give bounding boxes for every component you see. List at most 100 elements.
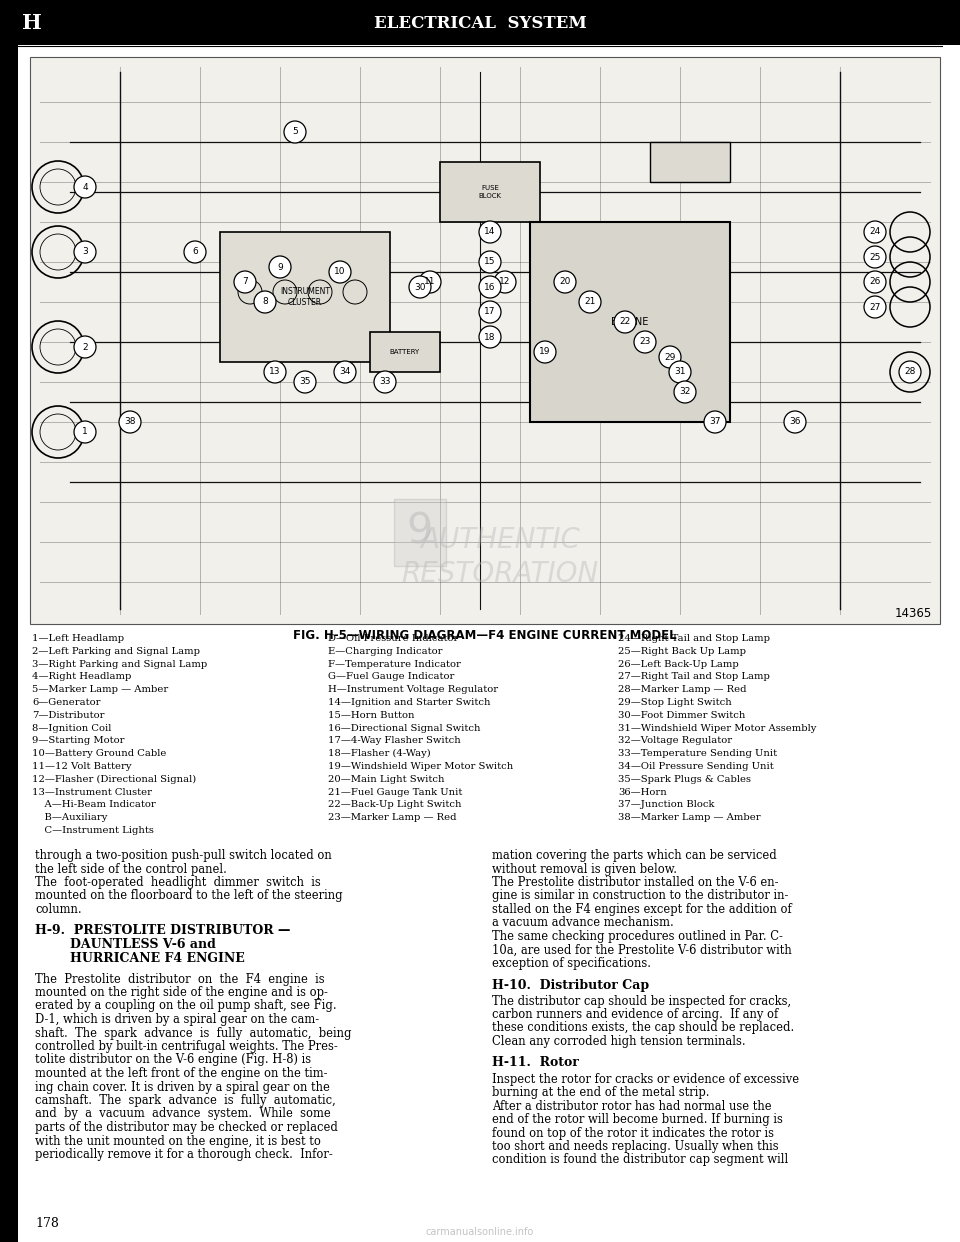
Text: 28: 28 — [904, 368, 916, 376]
Text: Inspect the rotor for cracks or evidence of excessive: Inspect the rotor for cracks or evidence… — [492, 1073, 799, 1086]
Text: 4—Right Headlamp: 4—Right Headlamp — [32, 672, 132, 682]
Text: mounted on the floorboard to the left of the steering: mounted on the floorboard to the left of… — [35, 889, 343, 903]
Text: 7: 7 — [242, 277, 248, 287]
Text: 8—Ignition Coil: 8—Ignition Coil — [32, 724, 111, 733]
Text: 22: 22 — [619, 318, 631, 327]
Text: ENGINE: ENGINE — [612, 317, 649, 327]
Text: 12: 12 — [499, 277, 511, 287]
Text: 17: 17 — [484, 308, 495, 317]
Circle shape — [254, 291, 276, 313]
Text: 14—Ignition and Starter Switch: 14—Ignition and Starter Switch — [328, 698, 491, 707]
Circle shape — [659, 347, 681, 368]
Circle shape — [329, 261, 351, 283]
Bar — [530, 222, 730, 422]
Text: through a two-position push-pull switch located on: through a two-position push-pull switch … — [35, 850, 332, 862]
Text: 26: 26 — [870, 277, 880, 287]
Text: shaft.  The  spark  advance  is  fully  automatic,  being: shaft. The spark advance is fully automa… — [35, 1026, 351, 1040]
Text: BATTERY: BATTERY — [390, 349, 420, 355]
Text: 32: 32 — [680, 388, 690, 396]
Text: 34: 34 — [339, 368, 350, 376]
Text: 16—Directional Signal Switch: 16—Directional Signal Switch — [328, 724, 481, 733]
Text: 32—Voltage Regulator: 32—Voltage Regulator — [618, 737, 732, 745]
Text: B—Auxiliary: B—Auxiliary — [32, 814, 108, 822]
Text: 38—Marker Lamp — Amber: 38—Marker Lamp — Amber — [618, 814, 760, 822]
Circle shape — [374, 371, 396, 392]
Text: 1: 1 — [83, 427, 88, 436]
Text: parts of the distributor may be checked or replaced: parts of the distributor may be checked … — [35, 1122, 338, 1134]
Text: H—Instrument Voltage Regulator: H—Instrument Voltage Regulator — [328, 686, 498, 694]
Text: FIG. H-5—WIRING DIAGRAM—F4 ENGINE CURRENT MODEL: FIG. H-5—WIRING DIAGRAM—F4 ENGINE CURREN… — [293, 628, 677, 642]
Circle shape — [264, 361, 286, 383]
Text: carmanualsonline.info: carmanualsonline.info — [426, 1227, 534, 1237]
Text: 34—Oil Pressure Sending Unit: 34—Oil Pressure Sending Unit — [618, 763, 774, 771]
Text: stalled on the F4 engines except for the addition of: stalled on the F4 engines except for the… — [492, 903, 792, 917]
Text: 22—Back-Up Light Switch: 22—Back-Up Light Switch — [328, 800, 462, 810]
Text: column.: column. — [35, 903, 82, 917]
Circle shape — [479, 251, 501, 273]
Text: 13: 13 — [269, 368, 280, 376]
Text: 9: 9 — [407, 510, 433, 553]
Text: A—Hi-Beam Indicator: A—Hi-Beam Indicator — [32, 800, 156, 810]
Text: 19: 19 — [540, 348, 551, 356]
Text: 14365: 14365 — [895, 607, 932, 620]
Text: 33: 33 — [379, 378, 391, 386]
Text: 9—Starting Motor: 9—Starting Motor — [32, 737, 125, 745]
Text: mation covering the parts which can be serviced: mation covering the parts which can be s… — [492, 850, 777, 862]
Text: 23—Marker Lamp — Red: 23—Marker Lamp — Red — [328, 814, 457, 822]
Text: 178: 178 — [35, 1217, 59, 1230]
Text: 21: 21 — [585, 298, 596, 307]
Text: 29: 29 — [664, 353, 676, 361]
Text: 5: 5 — [292, 128, 298, 137]
Text: 26—Left Back-Up Lamp: 26—Left Back-Up Lamp — [618, 660, 739, 668]
Text: and  by  a  vacuum  advance  system.  While  some: and by a vacuum advance system. While so… — [35, 1108, 331, 1120]
Text: erated by a coupling on the oil pump shaft, see Fig.: erated by a coupling on the oil pump sha… — [35, 1000, 337, 1012]
Circle shape — [479, 276, 501, 298]
Text: periodically remove it for a thorough check.  Infor-: periodically remove it for a thorough ch… — [35, 1148, 333, 1161]
Text: camshaft.  The  spark  advance  is  fully  automatic,: camshaft. The spark advance is fully aut… — [35, 1094, 336, 1107]
Circle shape — [634, 332, 656, 353]
Text: Clean any corroded high tension terminals.: Clean any corroded high tension terminal… — [492, 1035, 746, 1048]
Text: HURRICANE F4 ENGINE: HURRICANE F4 ENGINE — [35, 953, 245, 965]
Text: 3: 3 — [83, 247, 88, 257]
Text: 27—Right Tail and Stop Lamp: 27—Right Tail and Stop Lamp — [618, 672, 770, 682]
Bar — [0, 45, 18, 1242]
Text: D-1, which is driven by a spiral gear on the cam-: D-1, which is driven by a spiral gear on… — [35, 1013, 319, 1026]
Text: these conditions exists, the cap should be replaced.: these conditions exists, the cap should … — [492, 1021, 794, 1035]
Circle shape — [74, 421, 96, 443]
Text: After a distributor rotor has had normal use the: After a distributor rotor has had normal… — [492, 1099, 772, 1113]
Text: 37: 37 — [709, 417, 721, 426]
Circle shape — [534, 342, 556, 363]
Text: tolite distributor on the V-6 engine (Fig. H-8) is: tolite distributor on the V-6 engine (Fi… — [35, 1053, 311, 1067]
Text: 10a, are used for the Prestolite V-6 distributor with: 10a, are used for the Prestolite V-6 dis… — [492, 944, 792, 956]
Bar — [650, 142, 730, 183]
Text: 38: 38 — [124, 417, 135, 426]
Circle shape — [479, 221, 501, 243]
Text: 2: 2 — [83, 343, 87, 351]
Text: C—Instrument Lights: C—Instrument Lights — [32, 826, 154, 835]
Text: with the unit mounted on the engine, it is best to: with the unit mounted on the engine, it … — [35, 1134, 321, 1148]
Bar — [220, 232, 390, 361]
Circle shape — [704, 411, 726, 433]
Text: F—Temperature Indicator: F—Temperature Indicator — [328, 660, 461, 668]
Text: 10: 10 — [334, 267, 346, 277]
Text: H-9.  PRESTOLITE DISTRIBUTOR —: H-9. PRESTOLITE DISTRIBUTOR — — [35, 924, 290, 938]
Bar — [30, 57, 940, 623]
Text: 30—Foot Dimmer Switch: 30—Foot Dimmer Switch — [618, 710, 745, 720]
Text: too short and needs replacing. Usually when this: too short and needs replacing. Usually w… — [492, 1140, 779, 1153]
Text: 19—Windshield Wiper Motor Switch: 19—Windshield Wiper Motor Switch — [328, 763, 514, 771]
Circle shape — [334, 361, 356, 383]
Circle shape — [864, 246, 886, 268]
Circle shape — [184, 241, 206, 263]
Text: 15: 15 — [484, 257, 495, 267]
Text: found on top of the rotor it indicates the rotor is: found on top of the rotor it indicates t… — [492, 1126, 774, 1139]
Text: ELECTRICAL  SYSTEM: ELECTRICAL SYSTEM — [373, 15, 587, 31]
Circle shape — [419, 271, 441, 293]
Circle shape — [74, 337, 96, 358]
Bar — [0, 0, 960, 45]
Text: 16: 16 — [484, 282, 495, 292]
Text: 20: 20 — [560, 277, 570, 287]
Circle shape — [409, 276, 431, 298]
Text: 37—Junction Block: 37—Junction Block — [618, 800, 714, 810]
Circle shape — [864, 271, 886, 293]
Text: 15—Horn Button: 15—Horn Button — [328, 710, 415, 720]
